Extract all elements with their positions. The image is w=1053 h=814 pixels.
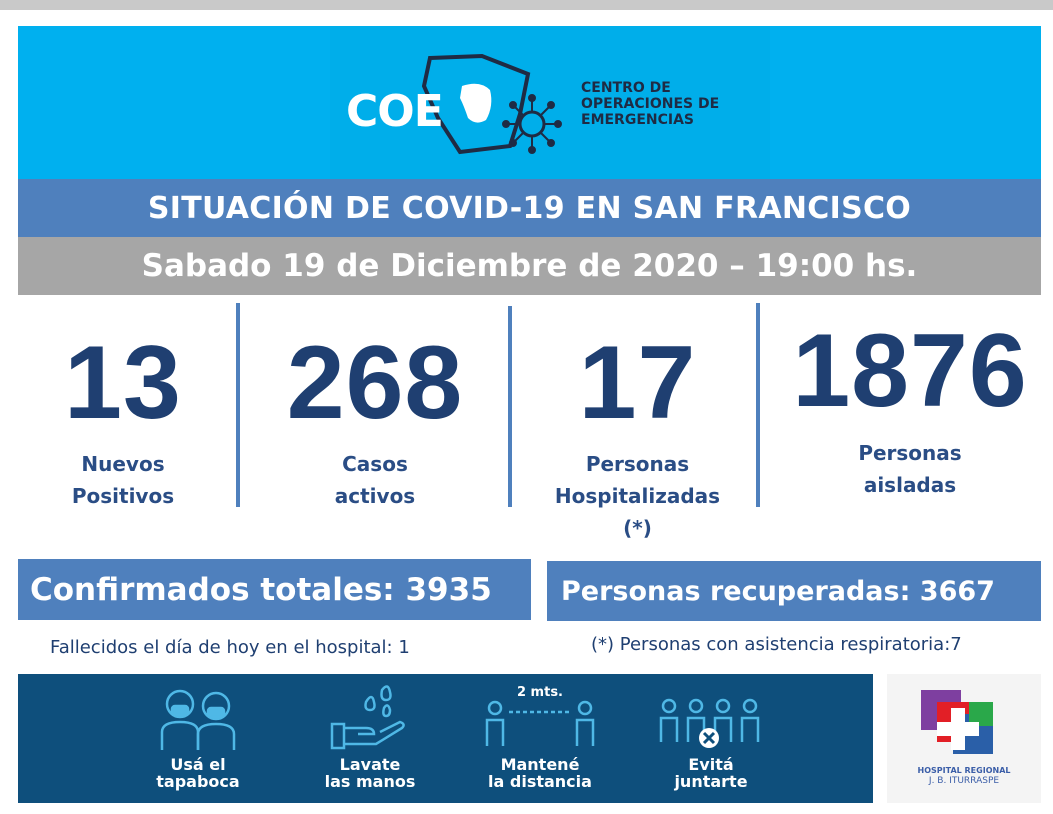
prevention-item-distance: 2 mts. Mantené la distancia [440,674,640,803]
stat-label: Casos activos [270,448,480,512]
prevention-caption: Lavate las manos [270,756,470,790]
prevention-item-crowd: Evitá juntarte [611,674,811,803]
distance-tag: 2 mts. [516,685,563,700]
distance-icon [485,700,595,746]
stat-label-line: aisladas [863,473,957,497]
prevention-caption-line: Mantené [500,755,580,774]
hospital-cross-icon [921,690,993,754]
coe-subtitle-line: CENTRO DE [581,80,671,96]
stat-value: 17 [578,325,697,441]
report-date: Sabado 19 de Diciembre de 2020 – 19:00 h… [18,237,1041,295]
prevention-caption-line: la distancia [488,772,592,791]
page-title: SITUACIÓN DE COVID-19 EN SAN FRANCISCO [18,179,1041,237]
crowd-icon [659,698,760,748]
stat-label-line: Personas [858,441,962,465]
prevention-item-mask: Usá el tapaboca [98,674,298,803]
stat-label-line: Casos [342,452,408,476]
coe-subtitle-line: EMERGENCIAS [581,112,695,128]
stat-value: 1876 [792,313,1028,429]
prevention-caption-line: Usá el [170,755,226,774]
hospital-name: HOSPITAL REGIONAL J. B. ITURRASPE [887,766,1041,786]
stat-active-cases: 268 Casos activos [270,331,480,512]
stat-label: Nuevos Positivos [48,448,198,512]
hospital-logo: HOSPITAL REGIONAL J. B. ITURRASPE [887,674,1041,803]
prevention-banner: Usá el tapaboca Lavate las manos [18,674,873,803]
stat-new-positives: 13 Nuevos Positivos [48,331,198,512]
coe-logo-text: COE [346,86,444,137]
stat-divider [756,303,760,507]
top-border [0,0,1053,10]
coe-logo-subtitle: CENTRO DE OPERACIONES DE EMERGENCIAS [581,80,771,128]
prevention-caption-line: las manos [324,772,416,791]
stat-label-line: Personas [585,452,690,476]
coe-subtitle-line: OPERACIONES DE [581,96,720,112]
recovered-total-box: Personas recuperadas: 3667 [547,561,1041,621]
hospital-name-line: J. B. ITURRASPE [928,776,1000,786]
stat-hospitalized: 17 Personas Hospitalizadas (*) [545,331,730,544]
confirmed-total-box: Confirmados totales: 3935 [18,559,531,620]
prevention-caption: Mantené la distancia [440,756,640,790]
stat-label-line: (*) [623,516,652,540]
prevention-caption-line: Evitá [688,755,734,774]
prevention-caption-line: tapaboca [156,772,240,791]
prevention-caption: Usá el tapaboca [98,756,298,790]
hospital-name-line: HOSPITAL REGIONAL [917,766,1011,775]
stat-isolated: 1876 Personas aisladas [790,319,1030,501]
stat-label-line: Positivos [71,484,175,508]
stat-label-line: Nuevos [81,452,165,476]
coe-emblem-icon [421,53,562,155]
prevention-caption-line: juntarte [674,772,748,791]
prevention-caption: Evitá juntarte [611,756,811,790]
stat-label: Personas Hospitalizadas (*) [545,448,730,544]
stat-label-line: activos [334,484,416,508]
hand-wash-icon [330,685,405,750]
respiratory-note: (*) Personas con asistencia respiratoria… [591,634,962,655]
prevention-caption-line: Lavate [339,755,401,774]
stat-value: 13 [64,325,182,441]
prevention-item-wash: Lavate las manos [270,674,470,803]
stat-value: 268 [286,325,464,441]
stat-label: Personas aisladas [790,437,1030,501]
coe-logo [330,26,770,179]
stat-label-line: Hospitalizadas [554,484,721,508]
stat-divider [236,303,240,507]
stat-divider [508,306,512,507]
mask-people-icon [160,689,236,750]
deaths-note: Fallecidos el día de hoy en el hospital:… [50,637,410,658]
